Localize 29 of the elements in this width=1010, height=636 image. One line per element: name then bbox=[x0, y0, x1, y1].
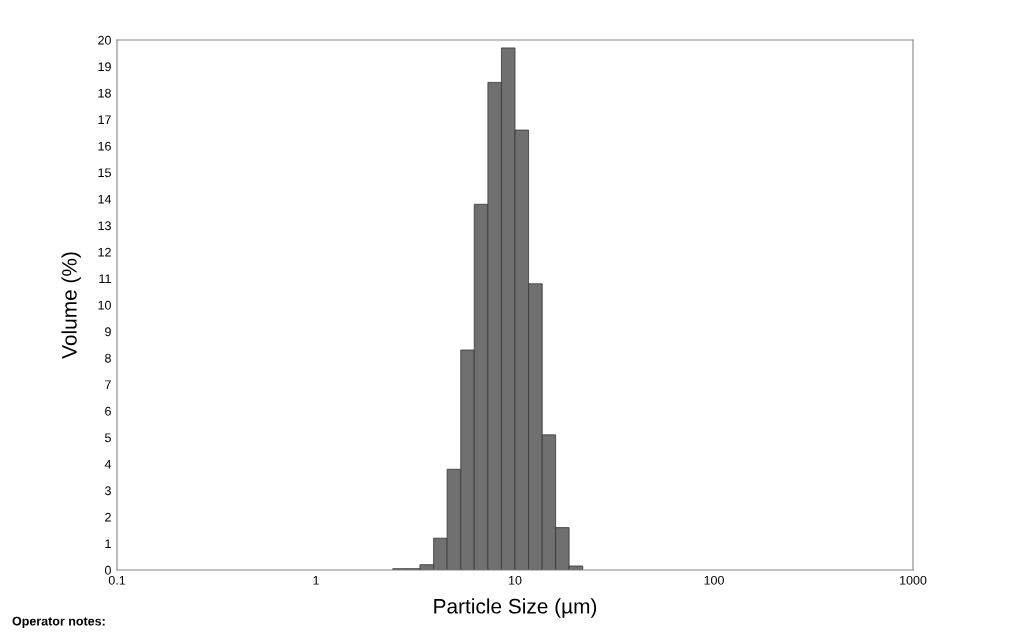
x-tick-label: 1 bbox=[313, 576, 319, 585]
y-tick-label: 18 bbox=[98, 88, 111, 98]
y-tick-label: 20 bbox=[98, 35, 111, 45]
y-tick-label: 16 bbox=[98, 141, 111, 151]
y-tick-label: 0 bbox=[104, 565, 111, 575]
y-tick-label: 2 bbox=[105, 512, 111, 522]
y-tick-label: 14 bbox=[98, 194, 112, 204]
y-tick-label: 19 bbox=[98, 62, 111, 72]
y-tick-label: 4 bbox=[104, 459, 112, 469]
x-tick-label: 1000 bbox=[900, 575, 927, 585]
y-tick-label: 10 bbox=[98, 300, 111, 310]
x-axis-title: Particle Size (µm) bbox=[434, 598, 597, 618]
y-tick-label: 15 bbox=[98, 168, 111, 178]
y-tick-label: 8 bbox=[105, 353, 111, 363]
y-tick-label: 17 bbox=[98, 115, 111, 125]
y-axis-title: Volume (%) bbox=[61, 252, 81, 359]
x-tick-label: 10 bbox=[509, 575, 522, 585]
y-tick-label: 11 bbox=[99, 274, 111, 284]
x-tick-label: 0.1 bbox=[108, 575, 126, 585]
y-tick-label: 9 bbox=[105, 327, 111, 337]
text: Operator notes: bbox=[12, 616, 105, 628]
x-tick-label: 100 bbox=[704, 575, 724, 585]
y-tick-label: 7 bbox=[105, 380, 111, 390]
y-tick-label: 3 bbox=[104, 486, 111, 496]
y-tick-label: 12 bbox=[98, 247, 111, 257]
y-tick-label: 1 bbox=[105, 539, 111, 549]
y-tick-label: 5 bbox=[104, 433, 111, 443]
y-tick-label: 13 bbox=[98, 221, 111, 231]
y-tick-label: 6 bbox=[105, 406, 111, 416]
